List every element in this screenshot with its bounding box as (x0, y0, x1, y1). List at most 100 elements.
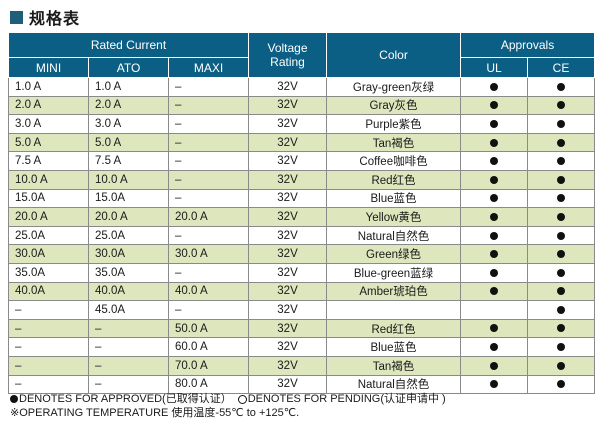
ce-approval-cell (527, 169, 596, 190)
maxi-cell: – (167, 114, 250, 134)
ato-cell: 10.0 A (88, 169, 169, 190)
voltage-cell: 32V (248, 169, 328, 190)
maxi-cell: – (167, 169, 250, 190)
maxi-cell: – (167, 188, 250, 209)
maxi-cell: – (167, 77, 250, 97)
approved-dot-icon (557, 305, 566, 314)
spec-table: Rated Current Voltage Rating Color Appro… (7, 32, 596, 395)
approved-dot-icon (557, 138, 566, 147)
maxi-cell: – (167, 225, 250, 246)
voltage-cell: 32V (248, 225, 328, 246)
maxi-cell: 30.0 A (167, 244, 250, 264)
ul-approval-cell (460, 132, 529, 153)
ce-approval-cell (527, 262, 596, 283)
maxi-cell: 80.0 A (167, 374, 250, 395)
ce-approval-cell (527, 77, 596, 97)
ce-approval-cell (527, 374, 596, 395)
approved-dot-icon (490, 287, 499, 296)
color-cell: Blue-green蓝绿 (326, 262, 462, 283)
ul-approval-cell (460, 225, 529, 246)
table-row: 30.0A 30.0A 30.0 A 32V Green绿色 (8, 244, 596, 264)
color-cell: Natural自然色 (326, 374, 462, 395)
ato-cell: – (88, 355, 169, 376)
approved-dot-icon (557, 157, 566, 166)
voltage-cell: 32V (248, 151, 328, 171)
approved-dot-icon (490, 101, 499, 110)
approved-dot-icon (490, 157, 499, 166)
ce-header: CE (527, 57, 596, 78)
color-cell: Gray灰色 (326, 95, 462, 116)
color-cell: Blue蓝色 (326, 337, 462, 357)
approved-dot-icon (490, 231, 499, 240)
ato-cell: 5.0 A (88, 132, 169, 153)
voltage-rating-header: Voltage Rating (248, 32, 328, 78)
ul-approval-cell (460, 300, 529, 320)
approved-dot-icon (557, 250, 566, 259)
mini-cell: 35.0A (8, 262, 89, 283)
approved-dot-icon (557, 343, 566, 352)
table-row: – –70.0 A 32V Tan褐色 (8, 355, 596, 376)
voltage-cell: 32V (248, 132, 328, 153)
ato-cell: 40.0A (88, 281, 169, 302)
ul-approval-cell (460, 169, 529, 190)
approved-dot-icon (490, 138, 499, 147)
approved-dot-icon (490, 343, 499, 352)
ato-cell: 15.0A (88, 188, 169, 209)
ce-approval-cell (527, 300, 596, 320)
mini-cell: 30.0A (8, 244, 89, 264)
ato-cell: 30.0A (88, 244, 169, 264)
table-row: 35.0A 35.0A –32V Blue-green蓝绿 (8, 262, 596, 283)
voltage-cell: 32V (248, 114, 328, 134)
approved-dot-icon (10, 395, 18, 403)
mini-cell: 2.0 A (8, 95, 89, 116)
approved-dot-icon (557, 175, 566, 184)
ul-approval-cell (460, 337, 529, 357)
maxi-cell: – (167, 151, 250, 171)
voltage-cell: 32V (248, 300, 328, 320)
ato-cell: 3.0 A (88, 114, 169, 134)
mini-cell: 20.0 A (8, 207, 89, 227)
maxi-cell: 50.0 A (167, 318, 250, 339)
table-row: 10.0 A 10.0 A –32V Red红色 (8, 169, 596, 190)
ato-header: ATO (88, 57, 169, 78)
color-cell: Natural自然色 (326, 225, 462, 246)
ato-cell: 35.0A (88, 262, 169, 283)
temperature-line: ※OPERATING TEMPERATURE 使用温度-55℃ to +125℃… (10, 406, 446, 420)
mini-header: MINI (8, 57, 89, 78)
ce-approval-cell (527, 337, 596, 357)
table-row: 7.5 A 7.5 A –32V Coffee咖啡色 (8, 151, 596, 171)
ul-approval-cell (460, 281, 529, 302)
voltage-cell: 32V (248, 95, 328, 116)
voltage-cell: 32V (248, 188, 328, 209)
voltage-cell: 32V (248, 281, 328, 302)
ul-approval-cell (460, 151, 529, 171)
color-cell: Purple紫色 (326, 114, 462, 134)
ce-approval-cell (527, 225, 596, 246)
ul-approval-cell (460, 262, 529, 283)
ce-approval-cell (527, 188, 596, 209)
voltage-cell: 32V (248, 244, 328, 264)
ul-approval-cell (460, 207, 529, 227)
approved-dot-icon (557, 287, 566, 296)
ato-cell: 7.5 A (88, 151, 169, 171)
ce-approval-cell (527, 114, 596, 134)
approved-dot-icon (490, 119, 499, 128)
spec-table-body: 1.0 A 1.0 A –32V Gray-green灰绿 2.0 A 2.0 A –32V… (8, 77, 596, 395)
color-cell: Tan褐色 (326, 132, 462, 153)
color-cell: Red红色 (326, 169, 462, 190)
table-row: 3.0 A 3.0 A –32V Purple紫色 (8, 114, 596, 134)
color-cell: Blue蓝色 (326, 188, 462, 209)
approved-dot-icon (557, 231, 566, 240)
voltage-cell: 32V (248, 207, 328, 227)
table-row: – –80.0 A 32V Natural自然色 (8, 374, 596, 395)
pending-note: DENOTES FOR PENDING(认证申请中 ) (247, 393, 446, 405)
voltage-cell: 32V (248, 374, 328, 395)
maxi-cell: 20.0 A (167, 207, 250, 227)
approved-dot-icon (557, 119, 566, 128)
approved-dot-icon (490, 361, 499, 370)
approved-dot-icon (490, 212, 499, 221)
table-row: – –60.0 A 32V Blue蓝色 (8, 337, 596, 357)
approved-dot-icon (490, 250, 499, 259)
color-cell: Tan褐色 (326, 355, 462, 376)
approved-dot-icon (557, 212, 566, 221)
